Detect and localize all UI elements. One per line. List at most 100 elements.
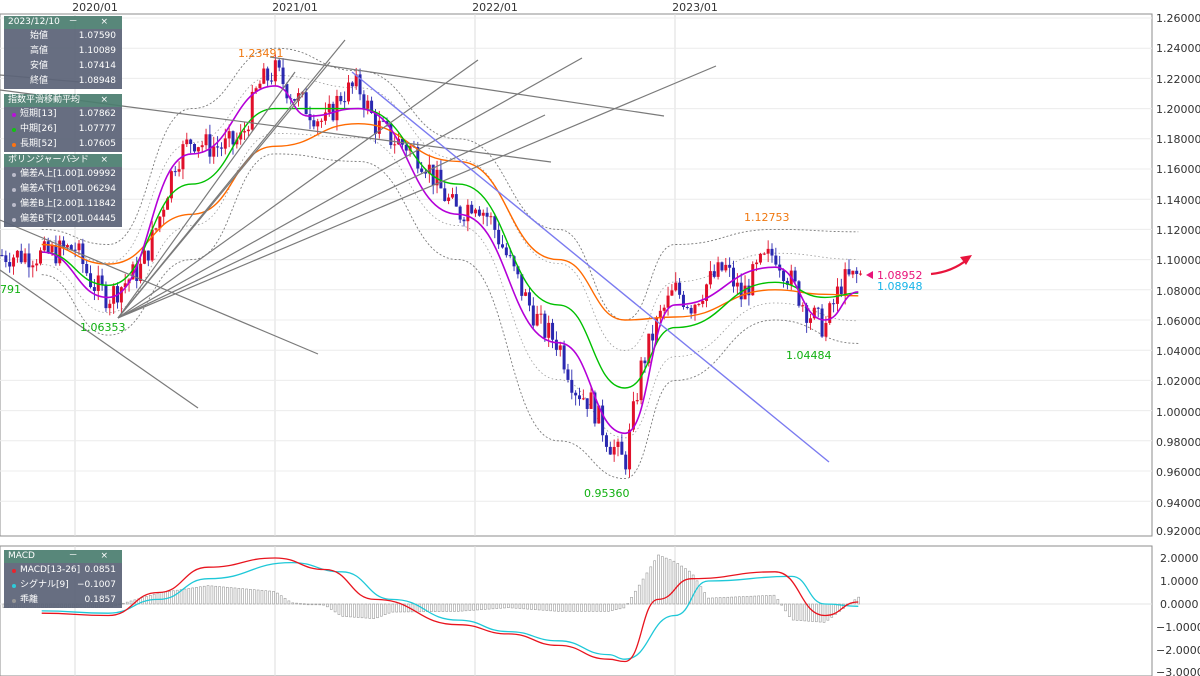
macd-histogram-bar [738, 596, 741, 605]
price-axis: 1.26000 1.24000 1.22000 1.20000 1.18000 … [1156, 12, 1200, 538]
candle-up [743, 285, 747, 300]
macd-panel-header[interactable]: MACD － × [4, 550, 122, 563]
grid-lines [0, 14, 1152, 676]
y-tick: 1.06000 [1156, 315, 1200, 328]
y-tick: 1.20000 [1156, 103, 1200, 116]
candle-up [801, 305, 805, 307]
candle-down [508, 255, 512, 257]
macd-histogram-bar [780, 603, 784, 606]
y-tick: 1.24000 [1156, 42, 1200, 55]
candle-down [847, 269, 851, 275]
y-tick: 1.12000 [1156, 224, 1200, 237]
candle-up [809, 318, 812, 323]
y-tick: 1.18000 [1156, 133, 1200, 146]
candle-down [92, 287, 96, 291]
macd-histogram-bar [514, 603, 518, 609]
trend-line [117, 71, 296, 319]
ohlc-row: 高値 1.10089 [4, 44, 122, 59]
macd-histogram-bar [657, 554, 660, 605]
legend-dot [12, 128, 16, 132]
candle-up [547, 322, 551, 338]
ohlc-row: 始値 1.07590 [4, 29, 122, 44]
macd-histogram-bar [811, 603, 814, 622]
panel-controls[interactable]: － × [68, 17, 118, 27]
candle-down [805, 305, 809, 323]
legend-dot [12, 599, 16, 603]
macd-histogram-bar [172, 590, 175, 605]
macd-histogram-bar [526, 603, 529, 610]
macd-histogram-bar [252, 589, 256, 605]
candle-up [123, 283, 127, 288]
y-tick: 1.0000 [1160, 575, 1199, 588]
candle-up [647, 333, 651, 364]
candle-down [520, 274, 524, 296]
y-tick: 1.00000 [1156, 406, 1200, 419]
candle-up [635, 400, 639, 402]
candle-up [320, 120, 324, 122]
candle-up [859, 273, 863, 275]
bollinger-bands [41, 47, 859, 480]
candle-down [285, 84, 289, 99]
candle-up [662, 307, 666, 311]
ohlc-panel-header[interactable]: 2023/12/10 － × [4, 16, 122, 29]
macd-histogram-bar [684, 568, 687, 605]
candle-up [35, 263, 39, 266]
ema-mid-line [41, 107, 859, 389]
ema-value: 1.07862 [78, 109, 116, 119]
macd-histogram-bar [603, 603, 606, 612]
low-2020-label: 1.06353 [80, 321, 126, 334]
candle-down [389, 124, 393, 146]
y-tick: 0.94000 [1156, 497, 1200, 510]
panel-controls[interactable]: － × [68, 155, 118, 165]
macd-histogram-bar [753, 595, 757, 605]
legend-dot [12, 188, 16, 192]
macd-histogram-bar [522, 603, 526, 610]
macd-histogram-bar [664, 557, 668, 605]
candle-down [308, 114, 312, 121]
candle-up [131, 264, 135, 280]
y-tick: 1.26000 [1156, 12, 1200, 25]
ohlc-panel-title: 2023/12/10 [8, 17, 60, 27]
candle-up [142, 250, 146, 264]
ema-short-line [41, 85, 859, 435]
macd-histogram-bar [622, 603, 626, 609]
candle-up [112, 286, 116, 304]
panel-controls[interactable]: － × [68, 95, 118, 105]
candle-up [581, 398, 585, 400]
ema-label: 中期[26] [20, 124, 57, 134]
bollinger-panel: ボリンジャーバンド － × 偏差A上[1.00] 1.09992 偏差A下[1.0… [4, 154, 122, 227]
candle-down [739, 282, 743, 300]
macd-histogram-bar [403, 603, 406, 613]
candle-down [462, 219, 466, 222]
macd-histogram-bar [768, 595, 772, 605]
candle-down [404, 144, 408, 151]
macd-histogram-bar [572, 603, 576, 612]
ema-panel-header[interactable]: 指数平滑移動平均 － × [4, 94, 122, 107]
macd-histogram-bar [241, 588, 244, 605]
candle-down [747, 285, 751, 296]
time-label-2021: 2021/01 [272, 1, 318, 14]
candle-up [450, 194, 454, 198]
candle-down [400, 138, 404, 145]
macd-row: MACD[13-26] 0.0851 [4, 563, 122, 578]
macd-histogram-bar [772, 594, 776, 605]
panel-controls[interactable]: － × [68, 551, 118, 561]
bollinger-panel-header[interactable]: ボリンジャーバンド － × [4, 154, 122, 167]
macd-histogram-bar [499, 603, 502, 609]
ema-row: 短期[13] 1.07862 [4, 107, 122, 122]
bollinger-value: 1.09992 [78, 169, 116, 179]
macd-histogram-bar [618, 603, 622, 610]
macd-histogram-bar [226, 586, 229, 605]
candle-up [250, 91, 254, 130]
candle-up [316, 121, 320, 127]
candle-down [19, 250, 23, 263]
macd-histogram-bar [349, 603, 352, 618]
candle-up [58, 240, 62, 264]
candle-up [843, 269, 847, 295]
candle-down [543, 313, 547, 338]
bollinger-value: 1.11842 [78, 199, 116, 209]
candle-down [208, 134, 212, 157]
macd-histogram-bar [322, 603, 325, 606]
candle-down [420, 168, 424, 172]
